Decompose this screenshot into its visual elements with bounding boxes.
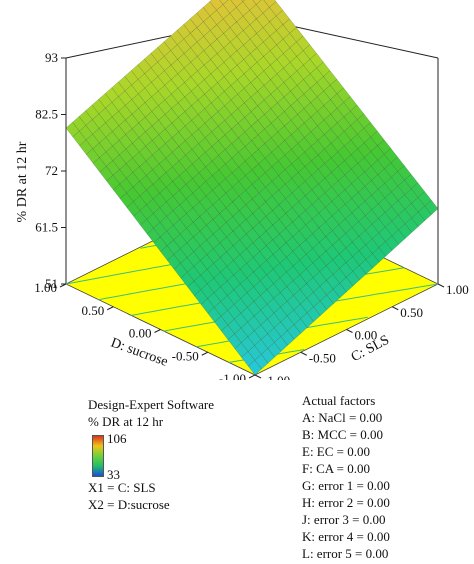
x-axis-ticks: -1.00 -0.50 0.00 0.50 1.00: [254, 282, 469, 380]
y-tick-mark: [107, 306, 114, 311]
x-tick-mark: [437, 283, 445, 288]
surface-cell: [263, 0, 277, 8]
color-scale-bar: [92, 435, 104, 477]
factor-item: E: EC = 0.00: [302, 444, 370, 459]
surface-cell: [219, 0, 229, 5]
x-tick-label: 0.00: [355, 328, 378, 343]
surface-cell: [252, 0, 262, 5]
color-legend: 106 33: [88, 431, 214, 482]
actual-factors-panel: Actual factors A: NaCl = 0.00 B: MCC = 0.…: [302, 394, 390, 564]
y-axis-title: D: sucrose: [109, 335, 170, 369]
y-tick-label: -1.00: [219, 371, 246, 380]
y-tick-label: 0.50: [82, 303, 105, 318]
z-tick-label: 72: [45, 163, 58, 178]
z-axis-ticks: 51 61.5 72 82.5 93: [35, 50, 66, 291]
factor-item: A: NaCl = 0.00: [302, 410, 383, 425]
surface-plot: 51 61.5 72 82.5 93 -1.00 -0.50 0.00 0.50 1.00 -1…: [15, 0, 469, 380]
x-tick-mark: [392, 306, 399, 311]
factor-item: F: CA = 0.00: [302, 461, 371, 476]
factor-item: J: error 3 = 0.00: [302, 512, 386, 527]
factor-item: B: MCC = 0.00: [302, 427, 384, 442]
y-tick-label: 0.00: [129, 326, 152, 341]
y-axis-ticks: -1.00 -0.50 0.00 0.50 1.00: [34, 280, 256, 380]
x-tick-label: 0.50: [400, 305, 423, 320]
x-tick-mark: [300, 351, 307, 356]
x-tick-mark: [346, 329, 353, 333]
y-tick-mark: [201, 351, 208, 356]
surface-cell: [209, 0, 224, 11]
y-tick-mark: [154, 329, 161, 333]
legend-x2: X2 = D:sucrose: [88, 497, 170, 512]
surface-cell: [242, 0, 257, 11]
response-surface: [65, 0, 439, 376]
factor-item: G: error 1 = 0.00: [302, 478, 390, 493]
surface-cell: [241, 0, 245, 2]
x-tick-label: -0.50: [309, 350, 336, 365]
z-axis-title: % DR at 12 hr: [15, 141, 30, 222]
factor-item: L: error 5 = 0.00: [302, 546, 389, 561]
legend-max: 106: [107, 431, 127, 446]
y-tick-mark: [59, 283, 67, 288]
x-tick-label: 1.00: [446, 282, 469, 297]
factor-item: H: error 2 = 0.00: [302, 495, 390, 510]
software-name: Design-Expert Software: [88, 397, 214, 412]
y-tick-label: -0.50: [172, 348, 199, 363]
actual-factors-title: Actual factors: [302, 393, 376, 408]
surface-cell: [230, 0, 244, 8]
legend-min: 33: [107, 467, 120, 482]
legend-x1: X1 = C: SLS: [88, 480, 156, 495]
z-tick-label: 93: [45, 50, 58, 65]
factor-item: K: error 4 = 0.00: [302, 529, 390, 544]
x-tick-mark: [254, 374, 262, 379]
x-tick-label: -1.00: [263, 373, 290, 380]
z-tick-label: 82.5: [35, 107, 58, 122]
legend-response: % DR at 12 hr: [88, 414, 164, 429]
y-tick-label: 1.00: [34, 280, 57, 295]
z-tick-label: 61.5: [35, 220, 58, 235]
z-tick-label: 51: [45, 276, 58, 291]
y-tick-mark: [248, 374, 256, 379]
legend-panel: Design-Expert Software % DR at 12 hr 106…: [88, 398, 214, 515]
factor-list: A: NaCl = 0.00 B: MCC = 0.00 E: EC = 0.00 F…: [302, 411, 390, 564]
